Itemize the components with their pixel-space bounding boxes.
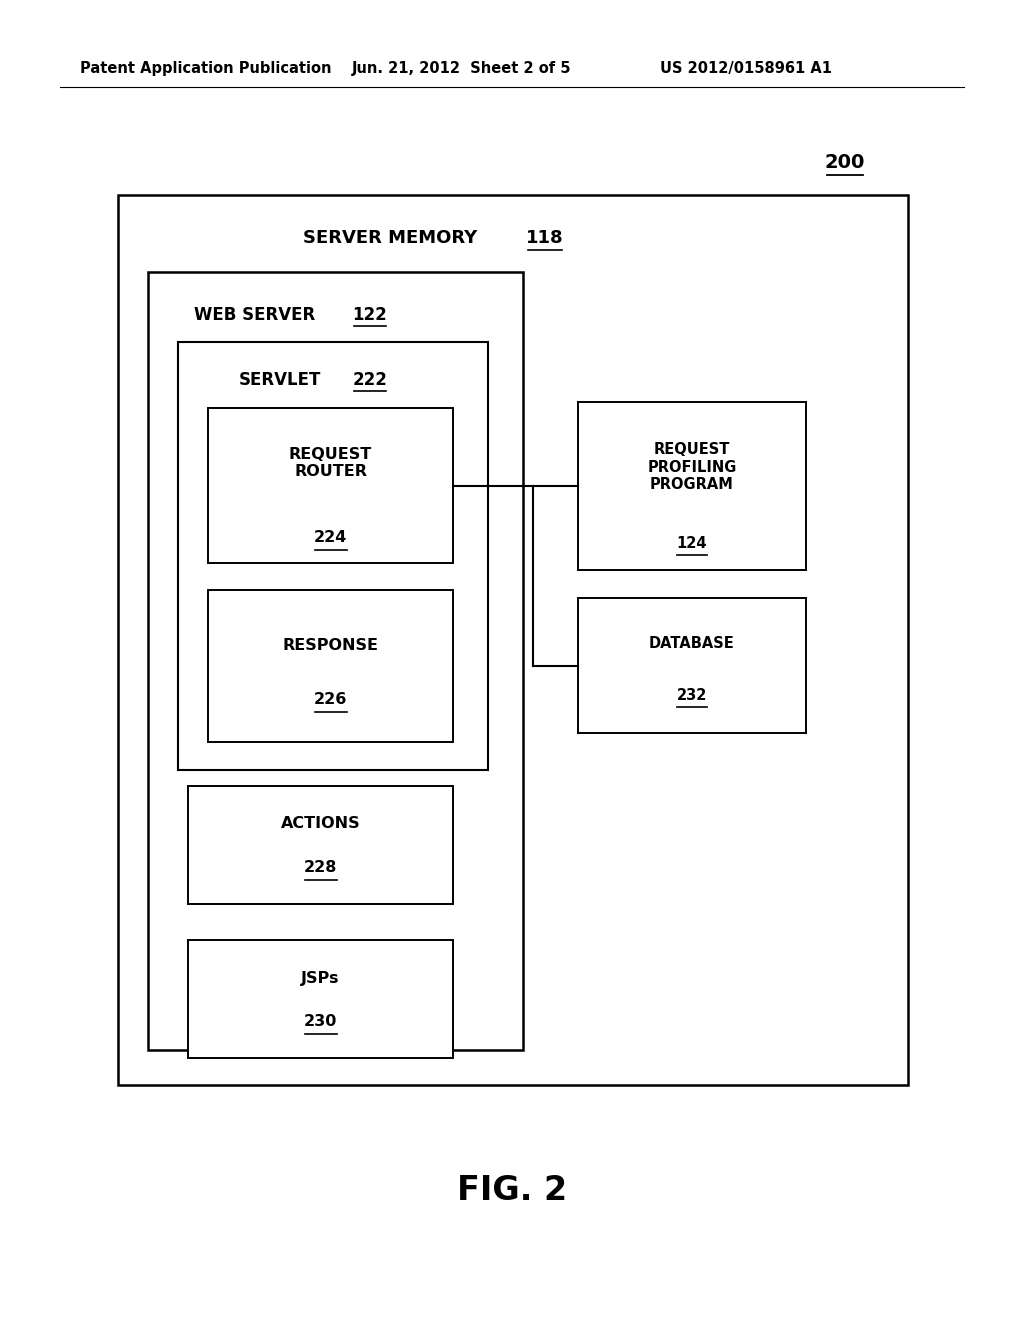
Text: 230: 230 (304, 1015, 337, 1030)
Text: SERVLET: SERVLET (239, 371, 322, 389)
Bar (208, 590, 453, 742)
Text: 124: 124 (677, 536, 708, 552)
Text: WEB SERVER: WEB SERVER (195, 306, 315, 323)
Text: US 2012/0158961 A1: US 2012/0158961 A1 (660, 61, 831, 75)
Text: JSPs: JSPs (301, 970, 340, 986)
Bar (188, 940, 453, 1059)
Text: FIG. 2: FIG. 2 (457, 1173, 567, 1206)
Bar (208, 408, 453, 564)
Text: RESPONSE: RESPONSE (283, 638, 379, 652)
Bar (118, 195, 908, 1085)
Text: 228: 228 (304, 861, 337, 875)
Bar (188, 785, 453, 904)
Text: REQUEST
PROFILING
PROGRAM: REQUEST PROFILING PROGRAM (647, 442, 736, 492)
Text: ACTIONS: ACTIONS (281, 817, 360, 832)
Text: DATABASE: DATABASE (649, 635, 735, 651)
Text: 232: 232 (677, 689, 708, 704)
Text: 226: 226 (313, 693, 347, 708)
Text: 224: 224 (313, 531, 347, 545)
Text: SERVER MEMORY: SERVER MEMORY (303, 228, 477, 247)
Text: REQUEST
ROUTER: REQUEST ROUTER (289, 446, 372, 479)
Bar (148, 272, 523, 1049)
Text: 122: 122 (352, 306, 387, 323)
Text: 200: 200 (824, 153, 865, 172)
Bar (178, 342, 488, 770)
Bar (578, 403, 806, 570)
Text: Patent Application Publication: Patent Application Publication (80, 61, 332, 75)
Text: Jun. 21, 2012  Sheet 2 of 5: Jun. 21, 2012 Sheet 2 of 5 (352, 61, 571, 75)
Text: 118: 118 (526, 228, 564, 247)
Bar (578, 598, 806, 733)
Text: 222: 222 (352, 371, 387, 389)
